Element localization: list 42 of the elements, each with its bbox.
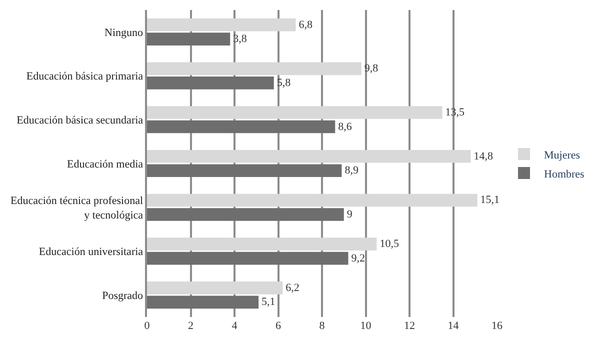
data-label: 9,2 — [351, 252, 365, 264]
bar — [147, 32, 230, 46]
bar — [147, 150, 471, 163]
x-tick-label: 16 — [492, 320, 503, 332]
y-tick-label: Posgrado — [102, 290, 144, 302]
bar — [147, 106, 442, 119]
bar — [147, 194, 478, 207]
bar — [147, 62, 362, 76]
bar — [147, 76, 274, 90]
y-tick-label: Educación básica secundaria — [16, 114, 144, 126]
x-tick-label: 8 — [319, 320, 326, 332]
data-label: 8,9 — [344, 164, 359, 177]
legend-label: Mujeres — [544, 149, 580, 162]
x-tick-label: 0 — [144, 320, 150, 332]
bar — [147, 208, 344, 221]
bar — [147, 296, 259, 309]
data-label: 10,5 — [380, 238, 400, 250]
data-label: 8,6 — [338, 120, 352, 133]
x-tick-label: 10 — [360, 320, 372, 332]
x-tick-label: 12 — [404, 320, 415, 332]
bar — [147, 120, 336, 134]
bar — [147, 164, 342, 178]
data-label: 6,2 — [286, 282, 300, 294]
x-tick-label: 14 — [448, 320, 460, 332]
y-tick-label: Ninguno — [104, 26, 144, 39]
y-tick-label: Educación universitaria — [38, 246, 144, 258]
x-tick-label: 6 — [276, 320, 282, 332]
bar — [147, 252, 348, 265]
y-tick-label: Educación técnica profesional y tecnológica — [10, 195, 144, 222]
x-tick-label: 4 — [232, 320, 238, 332]
bar — [147, 18, 296, 32]
data-label: 15,1 — [480, 194, 500, 206]
data-label: 5,1 — [262, 296, 276, 308]
bar — [147, 238, 377, 250]
bar — [147, 282, 283, 294]
y-tick-label: Educación media — [66, 158, 144, 170]
legend-label: Hombres — [544, 168, 584, 180]
data-label: 9 — [346, 208, 353, 220]
y-tick-label: Educación básica primaria — [26, 70, 144, 83]
x-tick-label: 2 — [188, 320, 194, 332]
data-label: 6,8 — [298, 18, 313, 31]
data-label: 14,8 — [474, 150, 494, 162]
